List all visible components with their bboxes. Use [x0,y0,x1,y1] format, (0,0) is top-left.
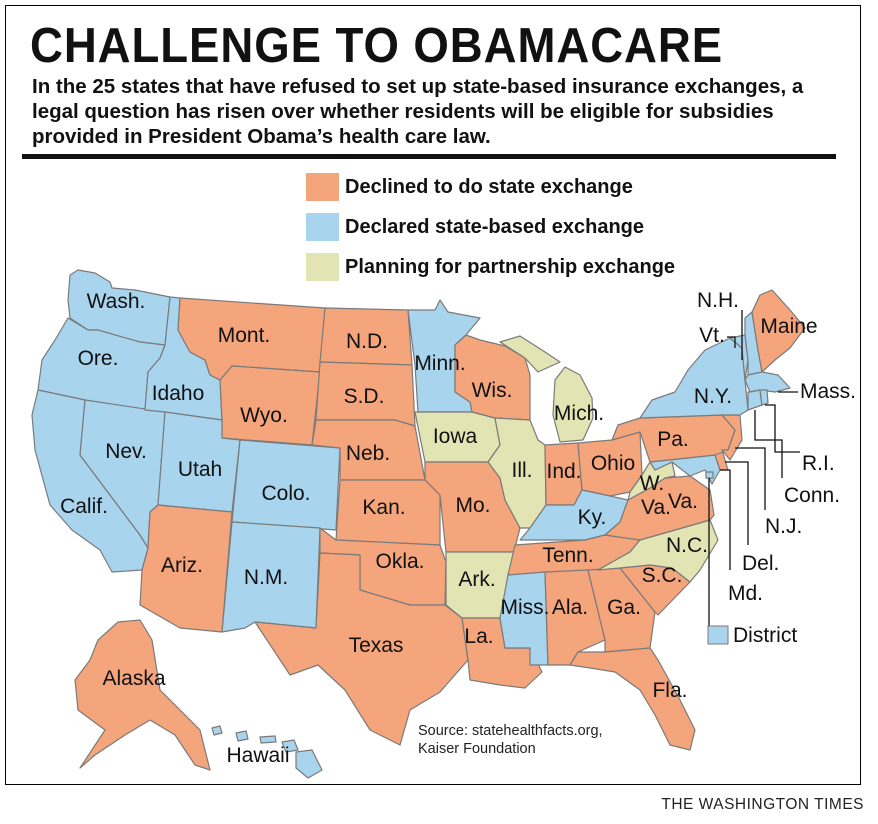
label-nc: N.C. [666,534,708,557]
label-va: Va. [668,490,698,513]
label-pa: Pa. [657,428,689,451]
state-hi-kauai [211,725,223,736]
legend-swatch-declined [306,173,339,201]
label-wv-2: Va. [641,496,671,519]
legend-swatch-declared [306,213,339,241]
state-me [751,289,806,373]
leader-lines [708,310,800,627]
label-mo: Mo. [455,494,490,517]
label-mn: Minn. [414,352,465,375]
legend-label-partnership: Planning for partnership exchange [345,255,676,278]
label-ar: Ark. [458,568,495,591]
label-ct: Conn. [784,484,840,507]
label-ca: Calif. [60,495,108,518]
label-nm: N.M. [244,566,288,589]
label-ky: Ky. [578,506,607,529]
label-sd: S.D. [344,385,385,408]
label-me: Maine [760,315,817,338]
page-subtitle: In the 25 states that have refused to se… [32,75,804,148]
district-of-columbia [705,471,714,479]
state-mi [499,335,594,443]
label-id: Idaho [152,382,205,405]
label-mi: Mich. [554,402,604,425]
state-il [487,417,547,529]
label-md: Md. [728,582,763,605]
label-hi: Hawaii [226,744,289,767]
state-hi-big-island [295,749,323,779]
label-az: Ariz. [161,554,203,577]
legend-partnership: Planning for partnership exchange [306,252,675,282]
legend-label-declared: Declared state-based exchange [345,215,645,238]
label-ms: Miss. [501,596,550,619]
label-ak: Alaska [102,667,165,690]
label-ia: Iowa [433,425,478,448]
state-nj [721,414,743,461]
label-tx: Texas [349,634,404,657]
legend-declared: Declared state-based exchange [306,212,644,242]
label-nh: N.H. [697,289,739,312]
state-nc [597,519,719,583]
label-wa: Wash. [87,290,146,313]
state-co [231,439,341,531]
label-mt: Mont. [218,324,271,347]
label-or: Ore. [78,347,119,370]
source-line-1: Source: statehealthfacts.org, [418,723,603,739]
source-line-2: Kaiser Foundation [418,741,536,757]
label-nj: N.J. [765,515,802,538]
state-hi-maui [281,739,299,753]
state-labels: Wash. Ore. Calif. Nev. Idaho Mont. Wyo. … [60,289,856,767]
label-oh: Ohio [591,452,635,475]
state-ks [335,479,441,546]
label-de: Del. [742,552,779,575]
graphic-frame [5,5,861,785]
label-ma: Mass. [800,380,856,403]
state-az [139,504,233,633]
state-wv [627,461,676,501]
title-divider [22,154,836,159]
state-tx [254,552,469,746]
label-sc: S.C. [642,564,683,587]
district-swatch [707,625,729,645]
label-al: Ala. [552,596,588,619]
label-ga: Ga. [607,596,641,619]
page-title: CHALLENGE TO OBAMACARE [30,19,724,73]
publisher-credit: THE WASHINGTON TIMES [661,796,864,813]
label-in: Ind. [546,460,581,483]
label-ny: N.Y. [694,385,732,408]
legend-label-declined: Declined to do state exchange [345,175,633,198]
label-vt: Vt. [699,324,725,347]
label-la: La. [464,625,493,648]
state-hi-oahu [235,730,249,742]
state-ak [74,619,211,771]
label-wi: Wis. [472,379,513,402]
state-hi-islands [211,725,323,779]
state-ma [744,371,791,393]
label-wv-1: W. [640,472,665,495]
source-note: Source: statehealthfacts.org, Kaiser Fou… [418,722,603,758]
district-label: District [733,624,797,647]
legend-declined: Declined to do state exchange [306,172,633,202]
label-ut: Utah [178,458,222,481]
label-ok: Okla. [375,550,424,573]
label-nd: N.D. [346,330,388,353]
label-ne: Neb. [346,442,390,465]
label-nv: Nev. [105,440,147,463]
state-ri [759,389,769,406]
label-wy: Wyo. [240,404,288,427]
label-il: Ill. [512,459,533,482]
label-ks: Kan. [362,496,405,519]
label-tn: Tenn. [542,544,593,567]
state-hi-molokai [259,735,277,744]
label-co: Colo. [261,482,310,505]
label-fl: Fla. [652,679,687,702]
legend-swatch-partnership [306,253,339,281]
label-ri: R.I. [802,452,835,475]
state-fl [569,647,696,751]
